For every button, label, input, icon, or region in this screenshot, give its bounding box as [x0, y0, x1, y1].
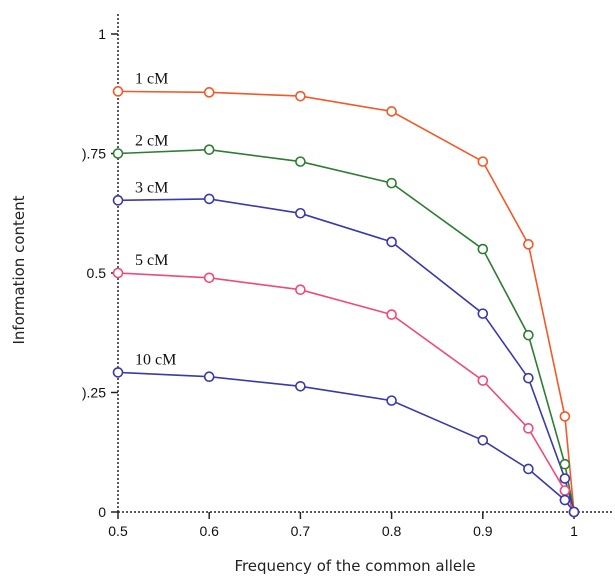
- data-point-10-cm: [295, 380, 306, 392]
- x-tick-label: 0.5: [108, 523, 128, 539]
- data-point-3-cm: [112, 195, 124, 206]
- data-point-10-cm: [112, 367, 124, 378]
- data-point-5-cm: [295, 284, 306, 296]
- series-line-1-cm: [117, 90, 575, 513]
- data-point-2-cm: [523, 329, 534, 341]
- x-tick-label: 0.9: [473, 523, 493, 539]
- data-point-3-cm: [477, 308, 489, 319]
- axis-ticks: 0.5 0.6 0.7 0.8 0.9 1 0 ).25 0.5 ).75 1: [82, 26, 578, 539]
- series-label-5-cm: 5 cM: [135, 252, 168, 269]
- series-lines: [117, 90, 575, 513]
- data-point-2-cm: [559, 458, 571, 470]
- data-point-3-cm: [559, 473, 571, 484]
- x-tick-label: 1: [570, 523, 578, 539]
- y-tick-label: 0: [98, 504, 106, 520]
- series-label-2-cm: 2 cM: [135, 133, 168, 150]
- axes: [117, 12, 612, 513]
- series-points: [112, 86, 580, 518]
- data-point-1-cm: [112, 86, 124, 97]
- data-point-3-cm: [295, 207, 306, 219]
- data-point-5-cm: [523, 423, 534, 434]
- data-point-1-cm: [559, 411, 571, 422]
- series-line-3-cm: [117, 198, 575, 513]
- data-point-3-cm: [523, 372, 534, 384]
- series-line-5-cm: [117, 272, 575, 513]
- series-line-2-cm: [117, 148, 575, 513]
- data-point-1-cm: [386, 106, 397, 117]
- series-label-10-cm: 10 cM: [135, 351, 176, 368]
- data-point-10-cm: [386, 395, 397, 406]
- y-tick-label: ).75: [82, 146, 106, 162]
- data-point-1-cm: [203, 87, 215, 98]
- data-point-3-cm: [386, 236, 397, 248]
- data-point-1-cm: [523, 239, 534, 250]
- data-point-2-cm: [477, 243, 489, 255]
- y-tick-label: ).25: [82, 385, 106, 401]
- data-point-10-cm: [559, 494, 571, 506]
- series-label-1-cm: 1 cM: [135, 70, 168, 87]
- data-point-1-cm: [477, 156, 489, 167]
- data-point-5-cm: [477, 375, 489, 386]
- x-tick-label: 0.7: [291, 523, 311, 539]
- data-point-2-cm: [203, 144, 215, 155]
- data-point-10-cm: [203, 371, 215, 383]
- series-line-10-cm: [117, 371, 575, 513]
- data-point-5-cm: [386, 309, 397, 320]
- y-axis-title: Information content: [10, 195, 28, 344]
- data-point-2-cm: [112, 148, 124, 159]
- data-point-5-cm: [112, 267, 124, 279]
- series-labels: 1 cM 2 cM 3 cM 5 cM 10 cM: [135, 70, 176, 368]
- data-point-10-cm: [568, 506, 580, 518]
- data-point-1-cm: [295, 90, 306, 102]
- data-point-2-cm: [295, 156, 306, 167]
- data-point-2-cm: [386, 177, 397, 189]
- x-tick-label: 0.8: [382, 523, 402, 539]
- x-tick-label: 0.6: [199, 523, 219, 539]
- data-point-10-cm: [477, 434, 489, 446]
- data-point-5-cm: [203, 272, 215, 284]
- data-point-3-cm: [203, 193, 215, 205]
- x-axis-title: Frequency of the common allele: [234, 557, 475, 575]
- data-point-10-cm: [523, 463, 534, 475]
- y-tick-label: 0.5: [87, 265, 107, 281]
- y-tick-label: 1: [98, 26, 106, 42]
- series-label-3-cm: 3 cM: [135, 179, 168, 196]
- data-point-5-cm: [559, 485, 571, 496]
